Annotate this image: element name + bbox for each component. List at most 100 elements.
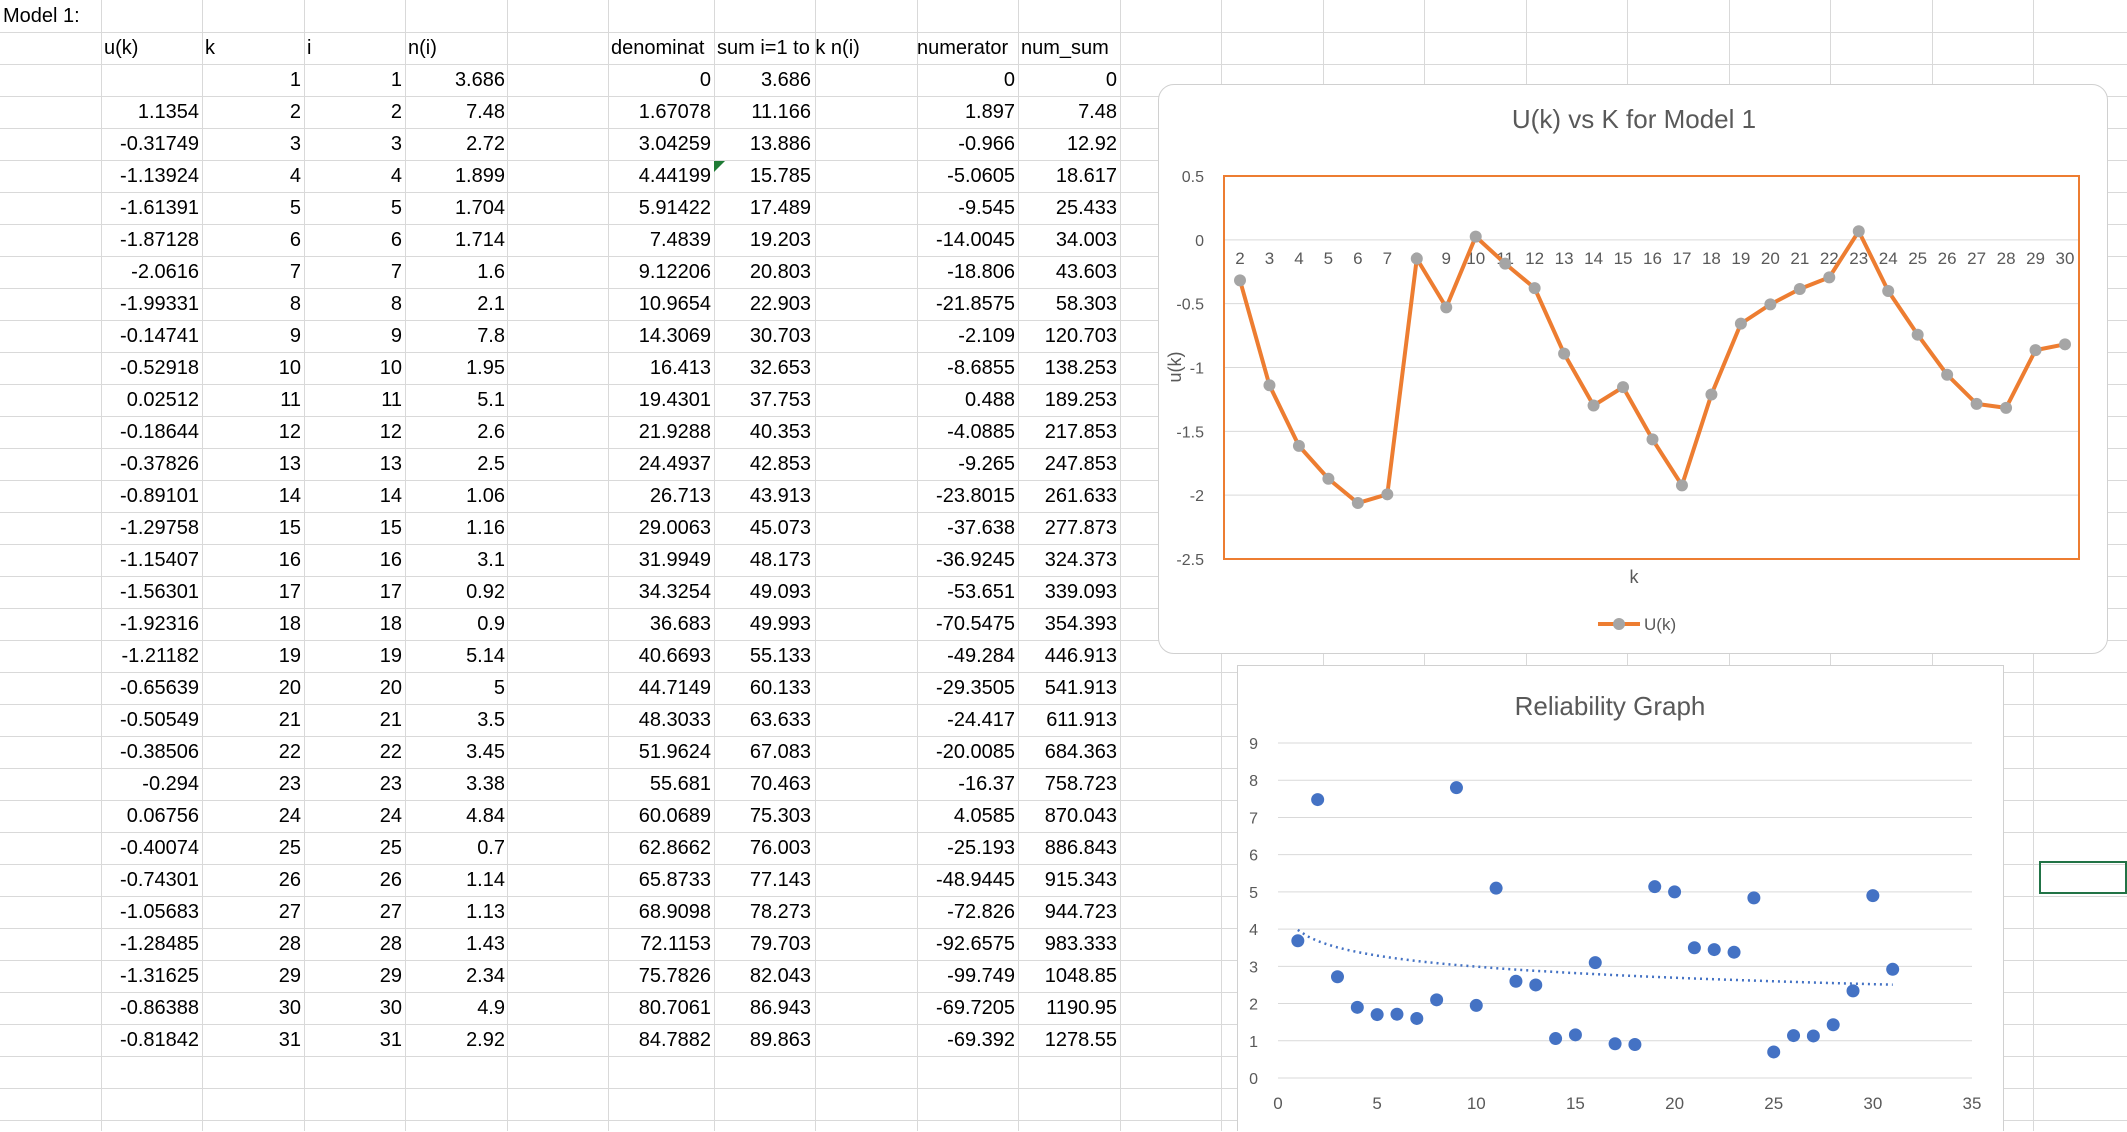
cell-i[interactable]: 3 (390, 133, 402, 155)
cell-i[interactable]: 19 (379, 645, 402, 667)
cell-uk[interactable]: -1.56301 (120, 581, 199, 603)
cell-ni[interactable]: 0.9 (477, 613, 505, 635)
cell-numer[interactable]: -9.545 (958, 197, 1015, 219)
cell-ni[interactable]: 2.72 (466, 133, 505, 155)
cell-uk[interactable]: -1.31625 (120, 965, 199, 987)
cell-uk[interactable]: -1.87128 (120, 229, 199, 251)
cell-k[interactable]: 25 (278, 837, 301, 859)
cell-numsum[interactable]: 277.873 (1044, 517, 1117, 539)
cell-denom[interactable]: 51.9624 (638, 741, 711, 763)
header-numer[interactable]: numerator (917, 37, 1009, 59)
cell-k[interactable]: 13 (278, 453, 301, 475)
cell-ni[interactable]: 1.16 (466, 517, 505, 539)
cell-i[interactable]: 9 (390, 325, 402, 347)
cell-k[interactable]: 3 (289, 133, 301, 155)
cell-denom[interactable]: 36.683 (649, 613, 711, 635)
cell-numer[interactable]: -20.0085 (936, 741, 1015, 763)
cell-numsum[interactable]: 18.617 (1055, 165, 1117, 187)
cell-denom[interactable]: 44.7149 (638, 677, 711, 699)
cell-ni[interactable]: 2.6 (477, 421, 505, 443)
cell-k[interactable]: 22 (278, 741, 301, 763)
cell-sum[interactable]: 32.653 (749, 357, 811, 379)
cell-denom[interactable]: 62.8662 (638, 837, 711, 859)
cell-uk[interactable]: -1.21182 (121, 645, 199, 667)
cell-i[interactable]: 22 (379, 741, 402, 763)
cell-uk[interactable]: -0.14741 (120, 325, 199, 347)
cell-k[interactable]: 14 (278, 485, 301, 507)
cell-uk[interactable]: -0.74301 (120, 869, 199, 891)
cell-i[interactable]: 6 (390, 229, 402, 251)
cell-numsum[interactable]: 354.393 (1044, 613, 1117, 635)
cell-sum[interactable]: 43.913 (749, 485, 811, 507)
cell-k[interactable]: 29 (278, 965, 301, 987)
cell-uk[interactable]: -0.31749 (120, 133, 199, 155)
cell-ni[interactable]: 5.14 (466, 645, 505, 667)
cell-ni[interactable]: 3.45 (466, 741, 505, 763)
cell-numsum[interactable]: 541.913 (1044, 677, 1117, 699)
cell-denom[interactable]: 0 (699, 69, 711, 91)
cell-uk[interactable]: -1.05683 (120, 901, 199, 923)
cell-k[interactable]: 7 (289, 261, 301, 283)
cell-numer[interactable]: -53.651 (947, 581, 1015, 603)
cell-denom[interactable]: 21.9288 (638, 421, 711, 443)
cell-i[interactable]: 25 (379, 837, 402, 859)
cell-denom[interactable]: 31.9949 (638, 549, 711, 571)
cell-numsum[interactable]: 247.853 (1044, 453, 1117, 475)
cell-i[interactable]: 14 (379, 485, 402, 507)
cell-denom[interactable]: 72.1153 (640, 933, 711, 955)
cell-k[interactable]: 6 (289, 229, 301, 251)
cell-numsum[interactable]: 1048.85 (1044, 965, 1117, 987)
cell-sum[interactable]: 15.785 (749, 165, 811, 187)
cell-k[interactable]: 11 (280, 389, 301, 411)
cell-numer[interactable]: -29.3505 (936, 677, 1015, 699)
cell-denom[interactable]: 5.91422 (638, 197, 711, 219)
cell-i[interactable]: 29 (379, 965, 402, 987)
cell-sum[interactable]: 17.489 (749, 197, 811, 219)
cell-ni[interactable]: 1.899 (454, 165, 505, 187)
cell-uk[interactable]: -0.65639 (120, 677, 199, 699)
uk-vs-k-chart[interactable]: U(k) vs K for Model 1 0.5 0 -0.5 -1 -1.5 -2 -2.… (1158, 84, 2108, 654)
cell-k[interactable]: 23 (278, 773, 301, 795)
cell-sum[interactable]: 75.303 (749, 805, 811, 827)
cell-k[interactable]: 16 (278, 549, 301, 571)
cell-i[interactable]: 16 (379, 549, 402, 571)
cell-i[interactable]: 17 (379, 581, 402, 603)
reliability-graph-chart[interactable]: Reliability Graph 0 1 2 3 4 5 6 7 8 9 0 5 10 15 20 25 30 3… (1237, 665, 2004, 1131)
cell-denom[interactable]: 4.44199 (638, 165, 711, 187)
cell-numer[interactable]: -70.5475 (936, 613, 1015, 635)
cell-numer[interactable]: 1.897 (964, 101, 1015, 123)
cell-i[interactable]: 23 (379, 773, 402, 795)
cell-numsum[interactable]: 138.253 (1044, 357, 1117, 379)
cell-denom[interactable]: 1.67078 (638, 101, 711, 123)
cell-numsum[interactable]: 58.303 (1055, 293, 1117, 315)
cell-denom[interactable]: 26.713 (649, 485, 711, 507)
cell-numsum[interactable]: 34.003 (1055, 229, 1117, 251)
cell-ni[interactable]: 1.43 (466, 933, 505, 955)
cell-i[interactable]: 28 (379, 933, 402, 955)
cell-uk[interactable]: -1.92316 (120, 613, 199, 635)
cell-numer[interactable]: 0.488 (964, 389, 1015, 411)
cell-uk[interactable]: 0.02512 (126, 389, 199, 411)
cell-numer[interactable]: -69.392 (947, 1029, 1015, 1051)
cell-sum[interactable]: 76.003 (749, 837, 811, 859)
cell-i[interactable]: 7 (390, 261, 402, 283)
cell-k[interactable]: 9 (289, 325, 301, 347)
cell-numer[interactable]: 0 (1003, 69, 1015, 91)
cell-numsum[interactable]: 915.343 (1044, 869, 1117, 891)
cell-ni[interactable]: 1.704 (454, 197, 505, 219)
cell-ni[interactable]: 5 (493, 677, 505, 699)
cell-numer[interactable]: -99.749 (947, 965, 1015, 987)
cell-numer[interactable]: -48.9445 (936, 869, 1015, 891)
cell-sum[interactable]: 19.203 (749, 229, 811, 251)
cell-sum[interactable]: 60.133 (749, 677, 811, 699)
cell-k[interactable]: 26 (278, 869, 301, 891)
header-denom[interactable]: denominat (611, 37, 705, 59)
cell-k[interactable]: 19 (278, 645, 301, 667)
cell-uk[interactable]: -1.29758 (120, 517, 199, 539)
cell-k[interactable]: 10 (278, 357, 301, 379)
cell-k[interactable]: 31 (278, 1029, 301, 1051)
cell-sum[interactable]: 82.043 (749, 965, 811, 987)
cell-numer[interactable]: -25.193 (947, 837, 1015, 859)
cell-numer[interactable]: -2.109 (958, 325, 1015, 347)
cell-sum[interactable]: 49.993 (749, 613, 811, 635)
